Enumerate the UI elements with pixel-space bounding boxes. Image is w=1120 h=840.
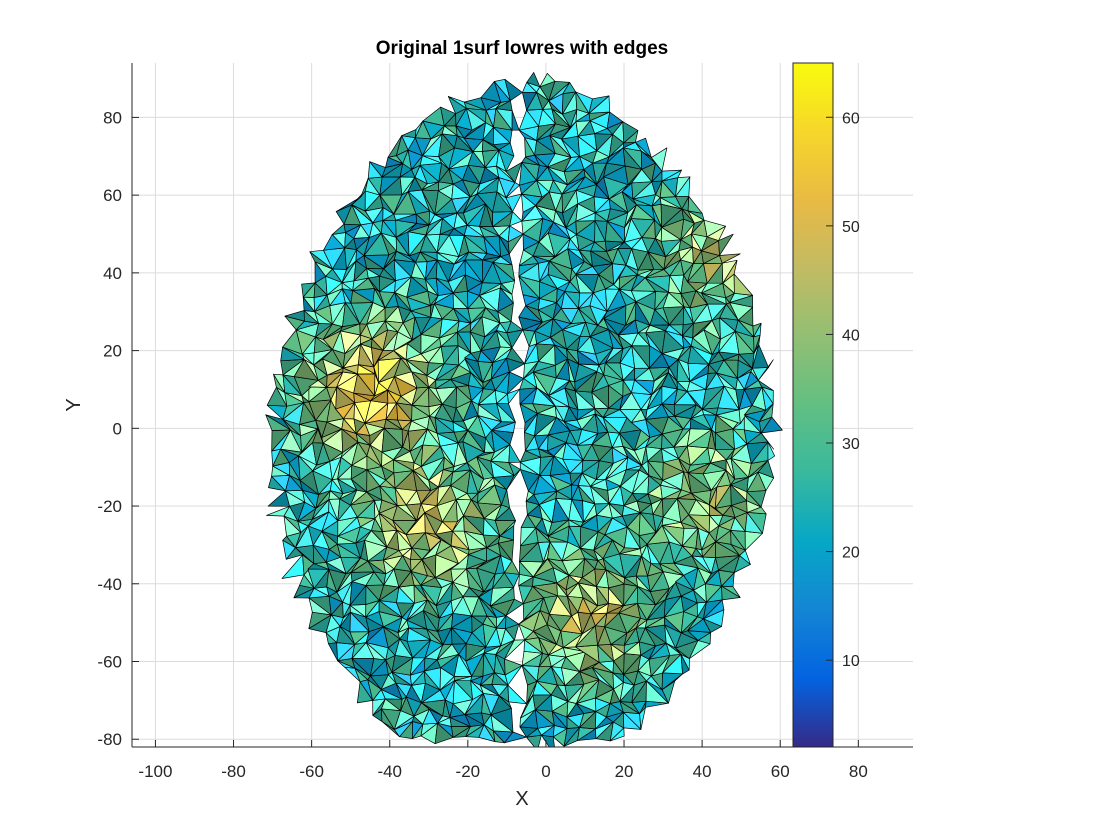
surface-face	[505, 193, 522, 212]
surface-face	[505, 162, 523, 183]
surface-face	[548, 80, 571, 102]
surface-face	[622, 121, 639, 144]
surface-face	[718, 233, 734, 256]
surface-face	[539, 73, 556, 88]
y-tick-label: -40	[97, 575, 122, 594]
surface-face	[507, 225, 524, 243]
surface-face	[721, 259, 738, 284]
surface-face	[635, 137, 652, 158]
surface-face	[505, 182, 520, 199]
surface-face	[507, 388, 521, 405]
surface-face	[675, 176, 691, 197]
surface-face	[757, 359, 774, 381]
y-tick-label: 60	[103, 186, 122, 205]
surface-face	[687, 196, 703, 214]
surface-face	[414, 120, 424, 139]
surface-face	[505, 598, 524, 616]
colorbar-gradient	[792, 62, 834, 748]
y-tick-labels: -80 -60 -40 -20 0 20 40 60 80	[97, 108, 139, 749]
surface-face	[661, 169, 682, 182]
surface-face	[719, 253, 741, 264]
y-tick-label: 40	[103, 264, 122, 283]
surface-face	[301, 282, 316, 298]
surface-face	[526, 72, 541, 88]
surface-face	[506, 347, 525, 365]
x-tick-label: -40	[377, 762, 402, 781]
x-tick-label: 20	[615, 762, 634, 781]
x-tick-labels: -100 -80 -60 -40 -20 0 20 40 60 80	[138, 740, 868, 781]
surface-face	[757, 460, 775, 479]
y-tick-label: 0	[113, 419, 122, 438]
surface-face	[505, 615, 520, 629]
surface-face	[757, 379, 774, 391]
surface-face	[752, 322, 762, 338]
x-axis-label: X	[515, 788, 528, 810]
y-tick-label: 20	[103, 342, 122, 361]
surface-face	[507, 371, 524, 395]
x-tick-label: 80	[849, 762, 868, 781]
surface-face	[504, 658, 523, 676]
colorbar-tick-label: 20	[842, 545, 860, 562]
x-tick-label: -100	[138, 762, 172, 781]
surface-face	[651, 147, 668, 172]
x-tick-label: -20	[456, 762, 481, 781]
colorbar-ticks: 10 20 30 40 50 60	[826, 110, 860, 670]
surface-face	[440, 106, 456, 127]
chart-title: Original 1surf lowres with edges	[376, 38, 668, 59]
surface-face	[509, 211, 523, 227]
surface-face	[506, 321, 524, 334]
surface-face	[588, 95, 610, 114]
y-tick-label: 80	[103, 108, 122, 127]
surface-face	[511, 110, 520, 131]
colorbar-tick-label: 60	[842, 110, 860, 127]
surface-face	[703, 219, 726, 238]
surface-face	[504, 78, 523, 101]
x-tick-label: -80	[221, 762, 246, 781]
surface-face	[508, 462, 521, 476]
colorbar-tick-label: 40	[842, 327, 860, 344]
y-axis-label: Y	[63, 398, 85, 411]
surface-face	[606, 111, 624, 129]
y-tick-label: -80	[97, 730, 122, 749]
surface-face	[767, 441, 776, 461]
surface-face	[562, 82, 577, 94]
surface-face	[504, 639, 525, 660]
surface-face	[760, 432, 775, 450]
colorbar-tick-label: 30	[842, 436, 860, 453]
x-tick-label: 60	[771, 762, 790, 781]
surface-face	[507, 684, 527, 705]
surface-face	[504, 731, 527, 744]
x-tick-label: -60	[299, 762, 324, 781]
colorbar-tick-label: 10	[842, 653, 860, 670]
y-tick-label: -60	[97, 653, 122, 672]
colorbar: 10 20 30 40 50 60	[792, 62, 860, 748]
y-tick-label: -20	[97, 497, 122, 516]
surface-face	[504, 560, 520, 575]
surface-face	[508, 444, 521, 463]
x-tick-label: 0	[541, 762, 550, 781]
axes	[131, 63, 913, 748]
x-tick-label: 40	[693, 762, 712, 781]
surface-face	[733, 273, 753, 296]
colorbar-tick-label: 50	[842, 219, 860, 236]
brain-surface	[265, 72, 783, 747]
